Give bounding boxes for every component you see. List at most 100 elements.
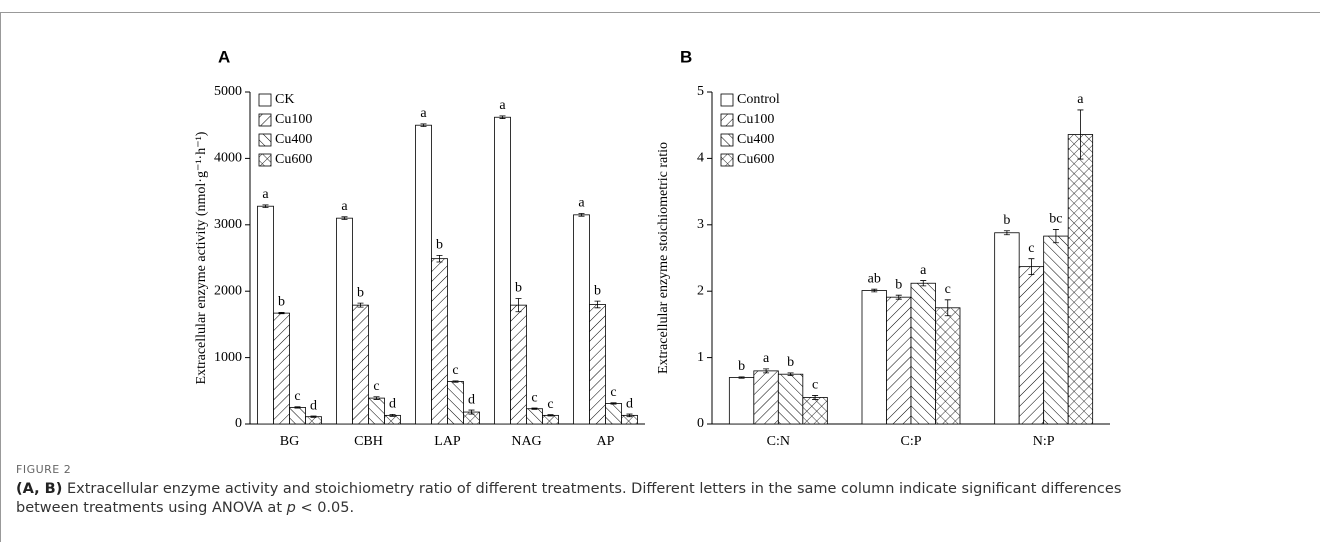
legend-swatch xyxy=(258,93,272,107)
legend-swatch xyxy=(720,133,734,147)
y-tick-label: 0 xyxy=(235,416,242,431)
legend-swatch xyxy=(720,113,734,127)
error-bar xyxy=(294,406,301,409)
legend-label: Cu100 xyxy=(275,112,312,127)
x-tick-label: BG xyxy=(280,434,299,449)
error-bar xyxy=(610,402,617,405)
significance-letter: c xyxy=(373,379,379,394)
bar xyxy=(510,304,527,425)
x-tick-label: AP xyxy=(597,434,615,449)
significance-letter: ab xyxy=(868,271,881,286)
bar xyxy=(494,116,511,425)
significance-letter: d xyxy=(468,392,475,407)
significance-letter: a xyxy=(499,98,506,113)
error-bar xyxy=(436,254,443,263)
bar xyxy=(861,290,887,425)
error-bar xyxy=(944,299,951,317)
panel-label: B xyxy=(680,47,692,66)
bar xyxy=(1018,266,1045,425)
y-tick-label: 4000 xyxy=(214,151,242,166)
significance-letter: b xyxy=(738,359,745,374)
significance-letter: a xyxy=(1077,92,1084,107)
y-tick-label: 5 xyxy=(697,84,704,99)
legend-label: Cu400 xyxy=(275,132,312,147)
significance-letter: b xyxy=(436,238,443,253)
significance-letter: c xyxy=(812,378,818,393)
legend-swatch xyxy=(258,133,272,147)
bar xyxy=(605,403,622,425)
caption-rest: < 0.05. xyxy=(295,500,355,516)
significance-letter: c xyxy=(547,397,553,412)
significance-letter: c xyxy=(610,385,616,400)
error-bar xyxy=(1003,230,1010,236)
error-bar xyxy=(547,414,554,417)
bar xyxy=(935,307,961,425)
error-bar xyxy=(594,300,601,309)
significance-letter: bc xyxy=(1049,212,1062,227)
bar xyxy=(886,296,912,425)
legend-swatch xyxy=(720,153,734,167)
figure-frame xyxy=(0,12,1320,542)
bar xyxy=(526,408,543,425)
error-bar xyxy=(626,413,633,418)
bar xyxy=(573,214,590,425)
bar xyxy=(777,373,804,425)
error-bar xyxy=(420,123,427,127)
error-bar xyxy=(578,213,585,217)
caption-text: Extracellular enzyme activity and stoich… xyxy=(16,481,1122,516)
bar xyxy=(368,397,385,425)
y-tick-label: 5000 xyxy=(214,84,242,99)
y-axis-label: Extracellular enzyme activity (nmol·g⁻¹·… xyxy=(194,131,209,384)
significance-letter: a xyxy=(341,199,348,214)
error-bar xyxy=(871,288,878,293)
significance-letter: d xyxy=(310,398,317,413)
error-bar xyxy=(1052,229,1059,244)
error-bar xyxy=(1028,258,1035,275)
error-bar xyxy=(452,380,459,383)
legend-label: Cu600 xyxy=(737,152,774,167)
bar xyxy=(728,377,755,425)
x-tick-label: N:P xyxy=(1033,434,1055,449)
legend-swatch xyxy=(258,113,272,127)
legend-label: Cu600 xyxy=(275,152,312,167)
legend-swatch xyxy=(258,153,272,167)
significance-letter: b xyxy=(594,283,601,298)
bar xyxy=(1067,134,1094,425)
error-bar xyxy=(499,115,506,119)
y-tick-label: 2000 xyxy=(214,283,242,298)
significance-letter: c xyxy=(294,389,300,404)
error-bar xyxy=(310,415,317,418)
bar xyxy=(289,406,306,425)
bar xyxy=(431,258,448,425)
error-bar xyxy=(357,302,364,308)
legend-label: Cu100 xyxy=(737,112,774,127)
significance-letter: c xyxy=(945,282,951,297)
y-tick-label: 3000 xyxy=(214,217,242,232)
significance-letter: a xyxy=(578,196,585,211)
error-bar xyxy=(341,216,348,220)
significance-letter: b xyxy=(1003,213,1010,228)
error-bar xyxy=(262,204,269,208)
y-tick-label: 4 xyxy=(697,151,704,166)
significance-letter: b xyxy=(515,281,522,296)
panel-label: A xyxy=(218,47,230,66)
error-bar xyxy=(738,376,745,379)
bar xyxy=(910,282,936,425)
caption-panels: (A, B) xyxy=(16,481,63,497)
caption: (A, B) Extracellular enzyme activity and… xyxy=(16,480,1166,518)
significance-letter: b xyxy=(787,355,794,370)
legend-label: Control xyxy=(737,92,780,107)
significance-letter: d xyxy=(626,396,633,411)
significance-letter: a xyxy=(262,187,269,202)
caption-label: FIGURE 2 xyxy=(16,463,72,476)
legend-label: Cu400 xyxy=(737,132,774,147)
bar xyxy=(415,124,432,425)
error-bar xyxy=(812,395,819,400)
legend-swatch xyxy=(720,93,734,107)
bar xyxy=(542,414,559,425)
error-bar xyxy=(895,294,902,300)
x-tick-label: CBH xyxy=(354,434,383,449)
bar xyxy=(336,217,353,425)
x-tick-label: NAG xyxy=(511,434,541,449)
